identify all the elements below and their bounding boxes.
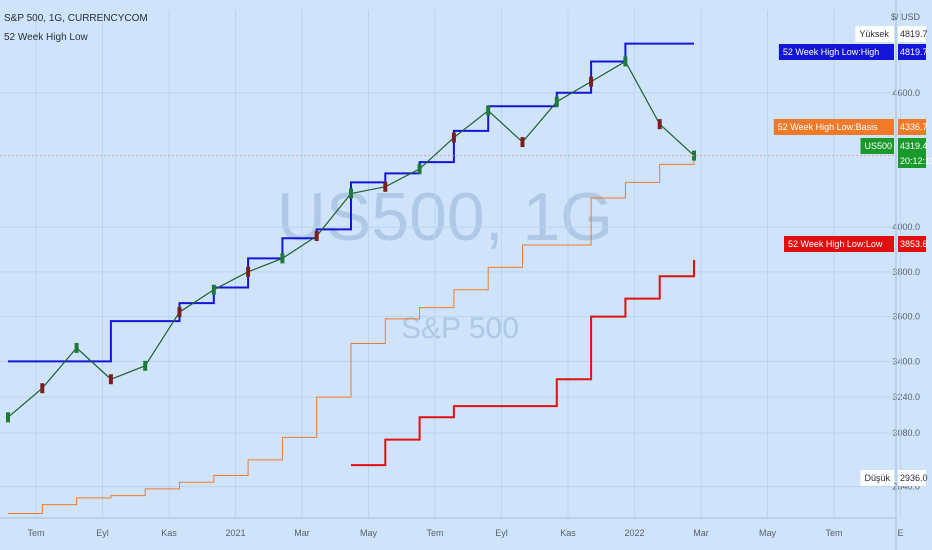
tag-price-label: US500 bbox=[865, 141, 893, 151]
tag-yuksek-value-box bbox=[898, 26, 926, 42]
tag-low-value-box bbox=[898, 236, 926, 252]
price-tick-label: 3600.0 bbox=[892, 312, 920, 322]
time-tick-label: 2022 bbox=[624, 528, 644, 538]
time-tick-label: Tem bbox=[825, 528, 842, 538]
price-candle bbox=[143, 360, 148, 371]
price-candle bbox=[177, 307, 182, 318]
tag-yuksek-label-box bbox=[855, 26, 894, 42]
price-candle bbox=[40, 383, 45, 394]
price-tick-label: 4600.0 bbox=[892, 88, 920, 98]
time-tick-label: Eyl bbox=[96, 528, 109, 538]
tag-countdown: 20:12:19 bbox=[900, 156, 932, 166]
tag-basis-value-box bbox=[898, 119, 926, 135]
tag-price-value: 4319.4 bbox=[900, 141, 928, 151]
price-candle bbox=[383, 181, 388, 192]
price-candle bbox=[246, 266, 251, 277]
price-candle bbox=[108, 374, 113, 385]
price-tick-label: 3240.0 bbox=[892, 392, 920, 402]
tag-dusuk-label: Düşük bbox=[865, 473, 891, 483]
price-candle bbox=[554, 96, 559, 107]
price-candle bbox=[589, 76, 594, 87]
price-candle bbox=[211, 284, 216, 295]
time-tick-label: 2021 bbox=[225, 528, 245, 538]
symbol-title[interactable]: S&P 500, 1G, CURRENCYCOM bbox=[4, 13, 148, 24]
tag-high-label: 52 Week High Low:High bbox=[783, 47, 879, 57]
tag-high-value: 4819.7 bbox=[900, 47, 928, 57]
tag-basis-value: 4336.7 bbox=[900, 122, 928, 132]
time-tick-label: May bbox=[759, 528, 777, 538]
price-tick-label: 2840.0 bbox=[892, 482, 920, 492]
time-tick-label: Kas bbox=[161, 528, 177, 538]
tag-price-label-box bbox=[860, 138, 894, 154]
time-tick-label: Eyl bbox=[495, 528, 508, 538]
series-low-line bbox=[351, 259, 695, 467]
price-candle bbox=[349, 188, 353, 199]
price-candle bbox=[486, 105, 491, 116]
price-candle bbox=[417, 163, 422, 174]
price-candle bbox=[623, 56, 628, 67]
price-tick-label: 3400.0 bbox=[892, 356, 920, 366]
time-tick-label: Tem bbox=[426, 528, 443, 538]
time-tick-label: Tem bbox=[27, 528, 44, 538]
watermark-main: US500, 1G bbox=[277, 179, 613, 255]
time-tick-label: Kas bbox=[560, 528, 576, 538]
price-tick-label: 3080.0 bbox=[892, 428, 920, 438]
price-candle bbox=[657, 119, 662, 130]
tag-low-value: 3853.6 bbox=[900, 239, 928, 249]
tag-dusuk-value-box bbox=[898, 470, 926, 486]
time-tick-label: Mar bbox=[294, 528, 310, 538]
time-tick-label: E bbox=[897, 528, 903, 538]
series-basis-line bbox=[8, 151, 695, 515]
price-candle bbox=[314, 231, 319, 242]
series-high-line bbox=[8, 42, 694, 363]
watermark-sub: S&P 500 bbox=[401, 312, 519, 345]
tag-countdown-box bbox=[898, 154, 926, 168]
tag-yuksek-label: Yüksek bbox=[859, 29, 889, 39]
tag-low-label-box bbox=[784, 236, 894, 252]
time-tick-label: May bbox=[360, 528, 378, 538]
tag-basis-label-box bbox=[773, 119, 894, 135]
price-candle bbox=[280, 253, 285, 264]
currency-label: $/ USD bbox=[891, 12, 921, 22]
price-tick-label: 3800.0 bbox=[892, 267, 920, 277]
indicator-title[interactable]: 52 Week High Low bbox=[4, 32, 88, 43]
price-candle bbox=[451, 132, 456, 143]
price-candle bbox=[520, 137, 525, 148]
tag-yuksek-value: 4819.7 bbox=[900, 29, 928, 39]
price-candle bbox=[74, 342, 79, 353]
tag-price-value-box bbox=[898, 138, 926, 154]
tag-dusuk-value: 2936.0 bbox=[900, 473, 928, 483]
tag-low-label: 52 Week High Low:Low bbox=[788, 239, 883, 249]
price-tick-label: 4000.0 bbox=[892, 222, 920, 232]
tag-basis-label: 52 Week High Low:Basis bbox=[778, 122, 878, 132]
tag-high-value-box bbox=[898, 44, 926, 60]
price-candle bbox=[6, 412, 10, 423]
tag-dusuk-label-box bbox=[860, 470, 894, 486]
tag-high-label-box bbox=[778, 44, 894, 60]
time-tick-label: Mar bbox=[693, 528, 709, 538]
